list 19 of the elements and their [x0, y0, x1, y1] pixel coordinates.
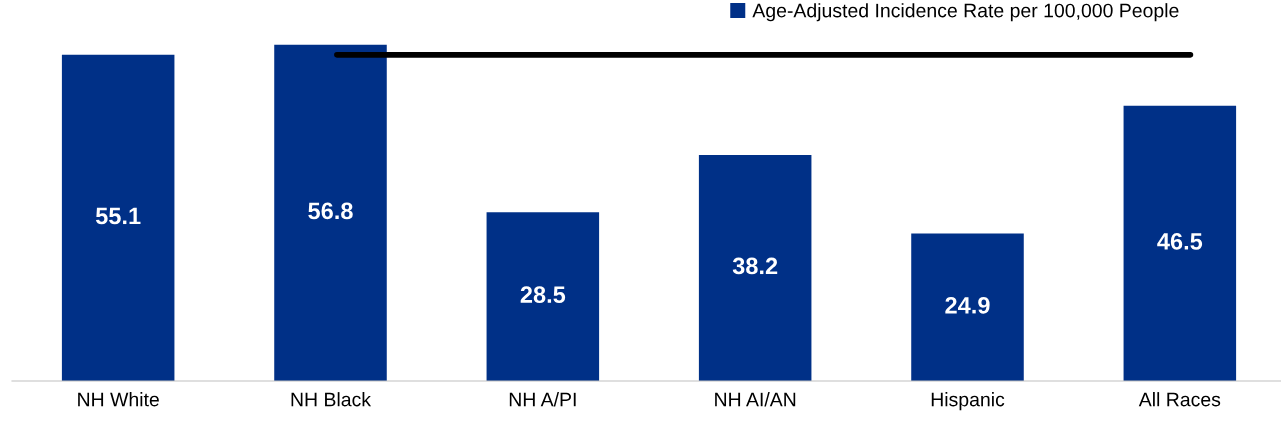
bar — [486, 212, 600, 381]
bar — [698, 154, 812, 381]
x-tick-label: Hispanic — [931, 392, 1005, 411]
x-tick-label: NH White — [78, 392, 159, 407]
data-label: 46.5 — [1157, 233, 1203, 250]
data-label: 56.8 — [308, 202, 353, 220]
data-label: 55.1 — [95, 207, 141, 225]
x-tick-label: NH A/PI — [509, 392, 576, 407]
bar — [1123, 105, 1237, 381]
x-tick-label: NH Black — [291, 392, 372, 407]
x-tick-label: NH AI/AN — [715, 392, 796, 407]
bar — [61, 54, 175, 381]
data-label: 28.5 — [520, 286, 566, 303]
x-tick-label: All Races — [1138, 392, 1221, 407]
data-label: 24.9 — [945, 296, 990, 314]
bar — [274, 44, 387, 381]
legend-label: Age-Adjusted Incidence Rate per 100,000 People — [752, 3, 1179, 22]
data-label: 38.2 — [732, 257, 778, 275]
bar — [911, 233, 1024, 381]
